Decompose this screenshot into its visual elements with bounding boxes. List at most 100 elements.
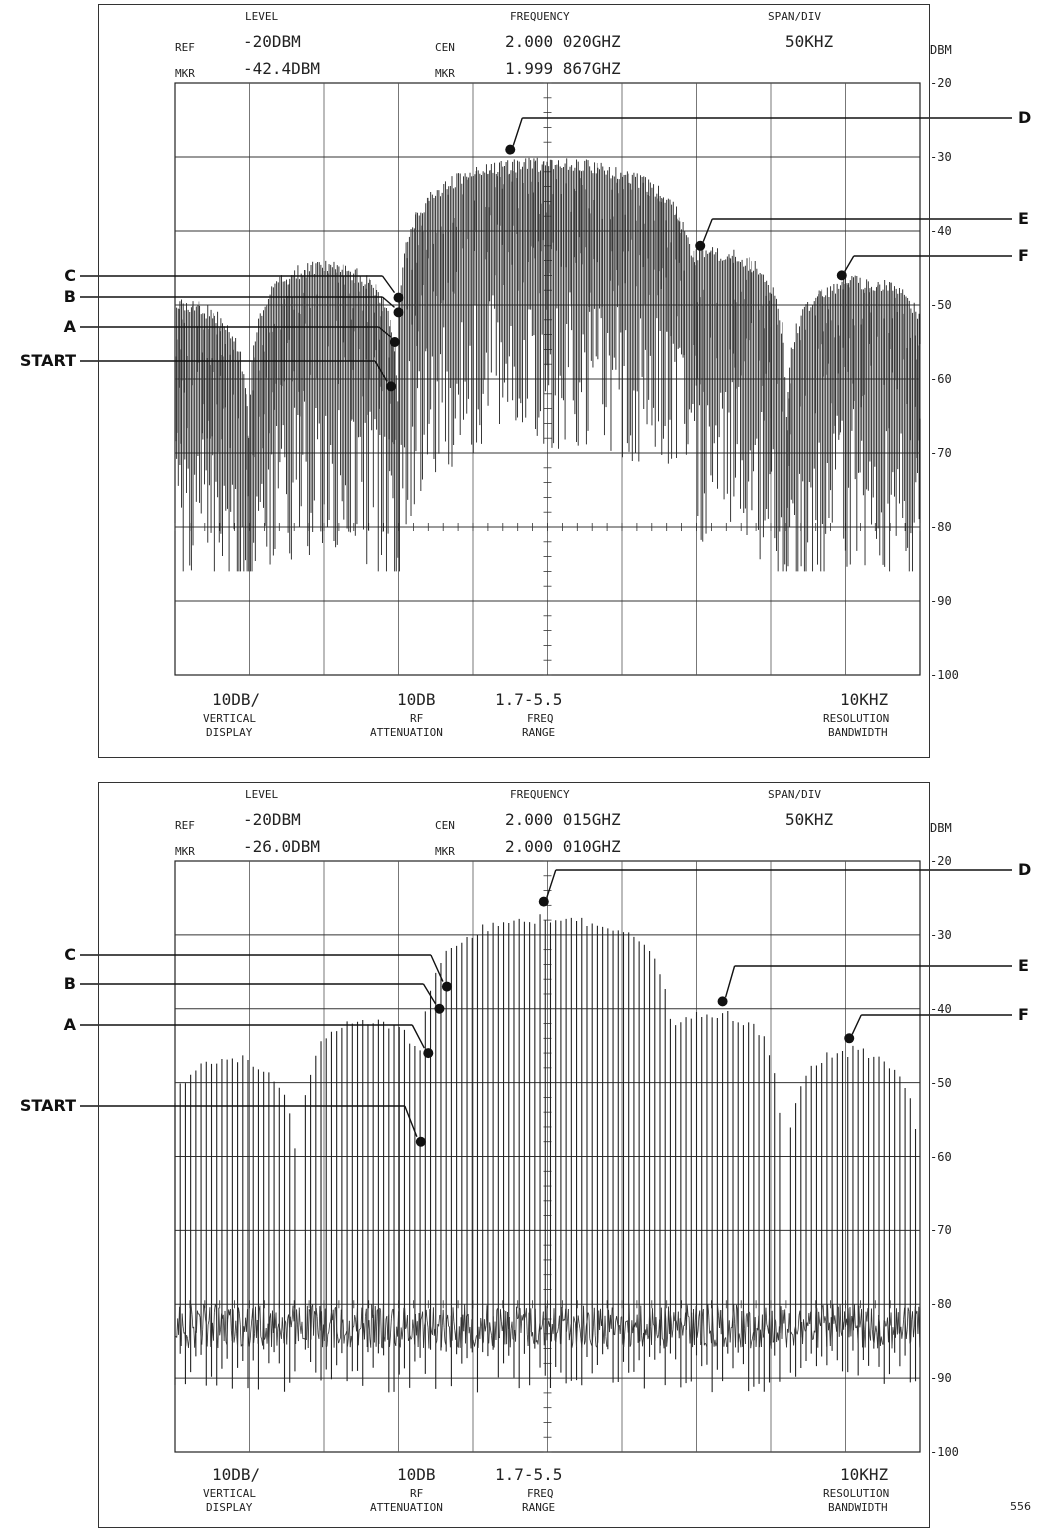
noise-floor-trace (259, 1305, 262, 1337)
noise-floor-trace (592, 1326, 594, 1343)
noise-floor-trace (358, 1328, 361, 1331)
ref-label: REF (175, 41, 195, 54)
noise-floor-trace (247, 1335, 250, 1347)
noise-floor-trace (198, 1313, 201, 1318)
atten-value: 10DB (397, 1465, 436, 1484)
noise-floor-trace (226, 1319, 229, 1345)
noise-floor-trace (453, 1321, 456, 1331)
noise-floor-trace (738, 1333, 741, 1340)
noise-floor-trace (854, 1304, 856, 1327)
noise-floor-trace (815, 1304, 818, 1309)
noise-floor-trace (284, 1320, 287, 1323)
noise-floor-trace (706, 1304, 709, 1348)
noise-floor-trace (788, 1313, 791, 1333)
noise-floor-trace (614, 1320, 617, 1335)
callout-f: F (1018, 246, 1029, 265)
noise-floor-trace (301, 1321, 304, 1339)
noise-floor-trace (864, 1311, 867, 1348)
noise-floor-trace (873, 1332, 876, 1344)
noise-floor-trace (353, 1315, 356, 1327)
noise-floor-trace (344, 1334, 346, 1336)
noise-floor-trace (897, 1312, 900, 1334)
noise-floor-trace (906, 1307, 909, 1330)
noise-floor-trace (610, 1307, 613, 1329)
callout-c: C (64, 266, 76, 285)
noise-floor-trace (611, 1307, 614, 1311)
marker-e-dot (717, 996, 728, 1007)
noise-floor-trace (409, 1335, 412, 1340)
noise-floor-trace (356, 1306, 359, 1346)
vdiv-value: 10DB/ (212, 690, 261, 709)
noise-floor-trace (678, 1318, 681, 1339)
noise-floor-trace (589, 1338, 592, 1343)
y-unit-label: DBM (930, 43, 952, 57)
noise-floor-trace (689, 1328, 692, 1344)
noise-floor-trace (537, 1332, 540, 1345)
noise-floor-trace (882, 1320, 885, 1345)
noise-floor-trace (679, 1318, 682, 1321)
cen-value: 2.000 020GHZ (505, 32, 621, 51)
noise-floor-trace (557, 1326, 559, 1332)
noise-floor-trace (810, 1311, 812, 1330)
noise-floor-trace (604, 1315, 607, 1337)
callout-start: START (19, 1096, 76, 1115)
noise-floor-trace (401, 1328, 404, 1340)
noise-floor-trace (885, 1324, 887, 1327)
noise-floor-trace (581, 1337, 584, 1348)
noise-floor-trace (668, 1311, 671, 1334)
noise-floor-trace (354, 1315, 356, 1320)
noise-floor-trace (276, 1328, 279, 1346)
range-label1: FREQ (527, 1487, 554, 1500)
noise-floor-trace (499, 1309, 501, 1339)
noise-floor-trace (370, 1304, 373, 1348)
page-number: 556 (1010, 1500, 1031, 1513)
noise-floor-trace (445, 1319, 448, 1345)
noise-floor-trace (194, 1330, 196, 1348)
noise-floor-trace (382, 1304, 385, 1337)
noise-floor-trace (578, 1323, 581, 1330)
noise-floor-trace (220, 1313, 222, 1330)
noise-floor-trace (775, 1321, 778, 1342)
noise-floor-trace (640, 1305, 643, 1336)
noise-floor-trace (511, 1321, 514, 1340)
noise-floor-trace (434, 1328, 437, 1344)
noise-floor-trace (281, 1317, 284, 1332)
noise-floor-trace (257, 1310, 260, 1344)
marker-e-dot (695, 240, 706, 251)
noise-floor-trace (619, 1317, 622, 1334)
noise-floor-trace (655, 1317, 658, 1335)
noise-floor-trace (871, 1329, 874, 1341)
noise-floor-trace (786, 1328, 788, 1348)
noise-floor-trace (736, 1304, 738, 1310)
noise-floor-trace (649, 1304, 652, 1327)
noise-floor-trace (517, 1317, 519, 1320)
noise-floor-trace (550, 1323, 553, 1342)
noise-floor-trace (202, 1304, 205, 1330)
y-tick-label: -90 (930, 594, 952, 608)
noise-floor-trace (778, 1326, 780, 1341)
noise-floor-trace (859, 1321, 862, 1328)
noise-floor-trace (188, 1338, 190, 1348)
noise-floor-trace (357, 1330, 360, 1346)
noise-floor-trace (471, 1319, 474, 1340)
range-value: 1.7-5.5 (495, 1465, 563, 1484)
marker-c-dot (441, 981, 452, 992)
noise-floor-trace (419, 1319, 422, 1343)
noise-floor-trace (435, 1340, 438, 1344)
y-tick-label: -80 (930, 520, 952, 534)
noise-floor-trace (696, 1331, 699, 1338)
frequency-label: FREQUENCY (510, 10, 570, 23)
noise-floor-trace (467, 1313, 470, 1334)
callout-e: E (1018, 209, 1029, 228)
noise-floor-trace (213, 1304, 216, 1313)
cen-value: 2.000 015GHZ (505, 810, 621, 829)
noise-floor-trace (834, 1315, 837, 1324)
noise-floor-trace (495, 1309, 498, 1341)
noise-floor-trace (579, 1328, 582, 1339)
noise-floor-trace (763, 1327, 766, 1335)
noise-floor-trace (803, 1319, 805, 1329)
noise-floor-trace (568, 1332, 571, 1341)
noise-floor-trace (593, 1307, 596, 1336)
noise-floor-trace (179, 1306, 181, 1329)
